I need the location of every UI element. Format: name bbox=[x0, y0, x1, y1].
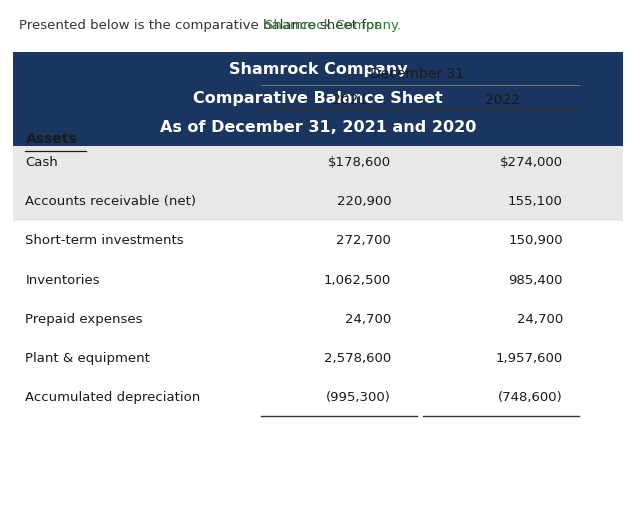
Text: 272,700: 272,700 bbox=[336, 234, 391, 248]
Text: (995,300): (995,300) bbox=[326, 391, 391, 405]
Text: Cash: Cash bbox=[25, 156, 58, 169]
Text: 1,957,600: 1,957,600 bbox=[495, 352, 563, 365]
Text: 985,400: 985,400 bbox=[508, 273, 563, 287]
Text: Assets: Assets bbox=[25, 132, 77, 147]
Text: Comparative Balance Sheet: Comparative Balance Sheet bbox=[193, 91, 443, 106]
Text: $178,600: $178,600 bbox=[328, 156, 391, 169]
Text: 2022: 2022 bbox=[485, 93, 520, 107]
Text: 155,100: 155,100 bbox=[508, 195, 563, 208]
Text: Plant & equipment: Plant & equipment bbox=[25, 352, 150, 365]
Text: 24,700: 24,700 bbox=[345, 313, 391, 326]
Text: 150,900: 150,900 bbox=[508, 234, 563, 248]
Text: Short-term investments: Short-term investments bbox=[25, 234, 184, 248]
Bar bbox=[13, 146, 623, 221]
Text: As of December 31, 2021 and 2020: As of December 31, 2021 and 2020 bbox=[160, 120, 476, 135]
Text: Accounts receivable (net): Accounts receivable (net) bbox=[25, 195, 197, 208]
Text: Accumulated depreciation: Accumulated depreciation bbox=[25, 391, 201, 405]
Text: 24,700: 24,700 bbox=[516, 313, 563, 326]
Text: (748,600): (748,600) bbox=[498, 391, 563, 405]
Text: Prepaid expenses: Prepaid expenses bbox=[25, 313, 143, 326]
Text: Shamrock Company.: Shamrock Company. bbox=[265, 19, 401, 32]
Bar bbox=[13, 52, 623, 146]
Text: Shamrock Company: Shamrock Company bbox=[229, 62, 407, 77]
Text: 2021: 2021 bbox=[332, 93, 368, 107]
Text: 220,900: 220,900 bbox=[336, 195, 391, 208]
Text: 2,578,600: 2,578,600 bbox=[324, 352, 391, 365]
Text: Presented below is the comparative balance sheet for: Presented below is the comparative balan… bbox=[19, 19, 384, 32]
Text: Inventories: Inventories bbox=[25, 273, 100, 287]
Text: 1,062,500: 1,062,500 bbox=[324, 273, 391, 287]
Text: $274,000: $274,000 bbox=[500, 156, 563, 169]
Text: December 31: December 31 bbox=[370, 67, 464, 82]
